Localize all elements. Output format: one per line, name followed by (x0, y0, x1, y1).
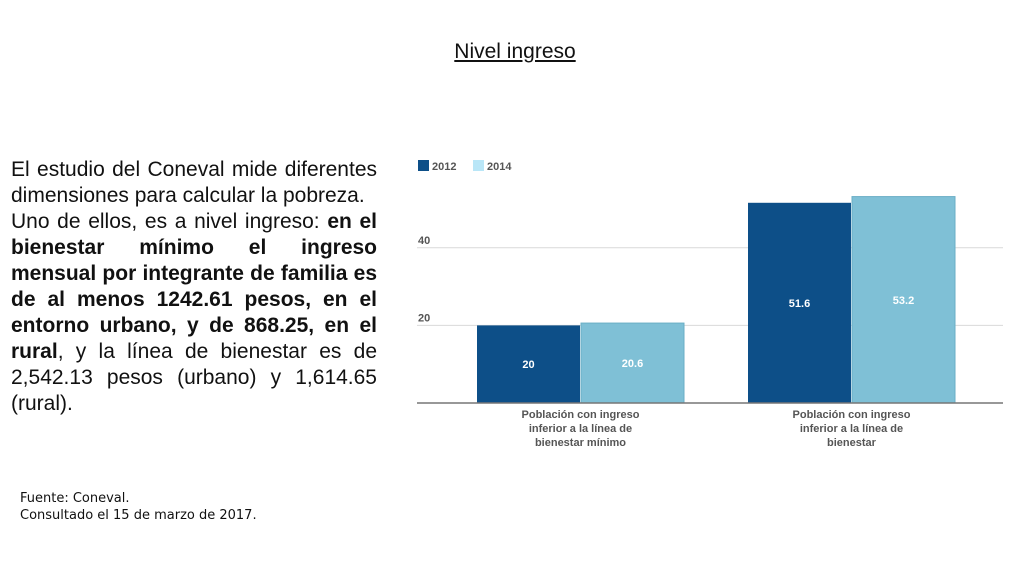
chart-container: 20 40 2012 2014 20 20.6 Población con ingreso i… (410, 150, 1010, 460)
category-label: bienestar (827, 437, 877, 449)
category-label: inferior a la línea de (529, 423, 632, 435)
body-intro-2: Uno de ellos, es a nivel ingreso: (11, 210, 328, 233)
category-label: inferior a la línea de (800, 423, 903, 435)
bar-chart: 20 40 2012 2014 20 20.6 Población con ingreso i… (417, 160, 1003, 449)
legend-label: 2014 (487, 161, 512, 173)
consulted-date: Consultado el 15 de marzo de 2017. (20, 508, 257, 523)
bar-value-label: 20.6 (622, 358, 643, 370)
bar-value-label: 51.6 (789, 298, 810, 310)
category-label: bienestar mínimo (535, 437, 626, 449)
legend-swatch (418, 160, 429, 171)
y-tick-label: 20 (418, 312, 430, 324)
bar-value-label: 53.2 (893, 295, 914, 307)
category-label: Población con ingreso (522, 409, 640, 421)
bar (580, 322, 685, 404)
y-tick-label: 40 (418, 235, 430, 247)
body-paragraph: El estudio del Coneval mide diferentes d… (11, 157, 377, 417)
category-label: Población con ingreso (793, 409, 911, 421)
bar-value-label: 20 (522, 359, 534, 371)
legend-label: 2012 (432, 161, 456, 173)
bar (748, 202, 851, 403)
body-rest-text: , y la línea de bienestar es de 2,542.13… (11, 340, 377, 415)
page-title: Nivel ingreso (454, 40, 576, 63)
body-intro-1: El estudio del Coneval mide diferentes d… (11, 158, 377, 207)
body-bold-text: en el bienestar mínimo el ingreso mensua… (11, 210, 377, 363)
source-line: Fuente: Coneval. (20, 491, 130, 506)
bar (851, 196, 956, 404)
legend-swatch (473, 160, 484, 171)
source-note: Fuente: Coneval. Consultado el 15 de mar… (20, 490, 257, 524)
bar (477, 325, 580, 403)
